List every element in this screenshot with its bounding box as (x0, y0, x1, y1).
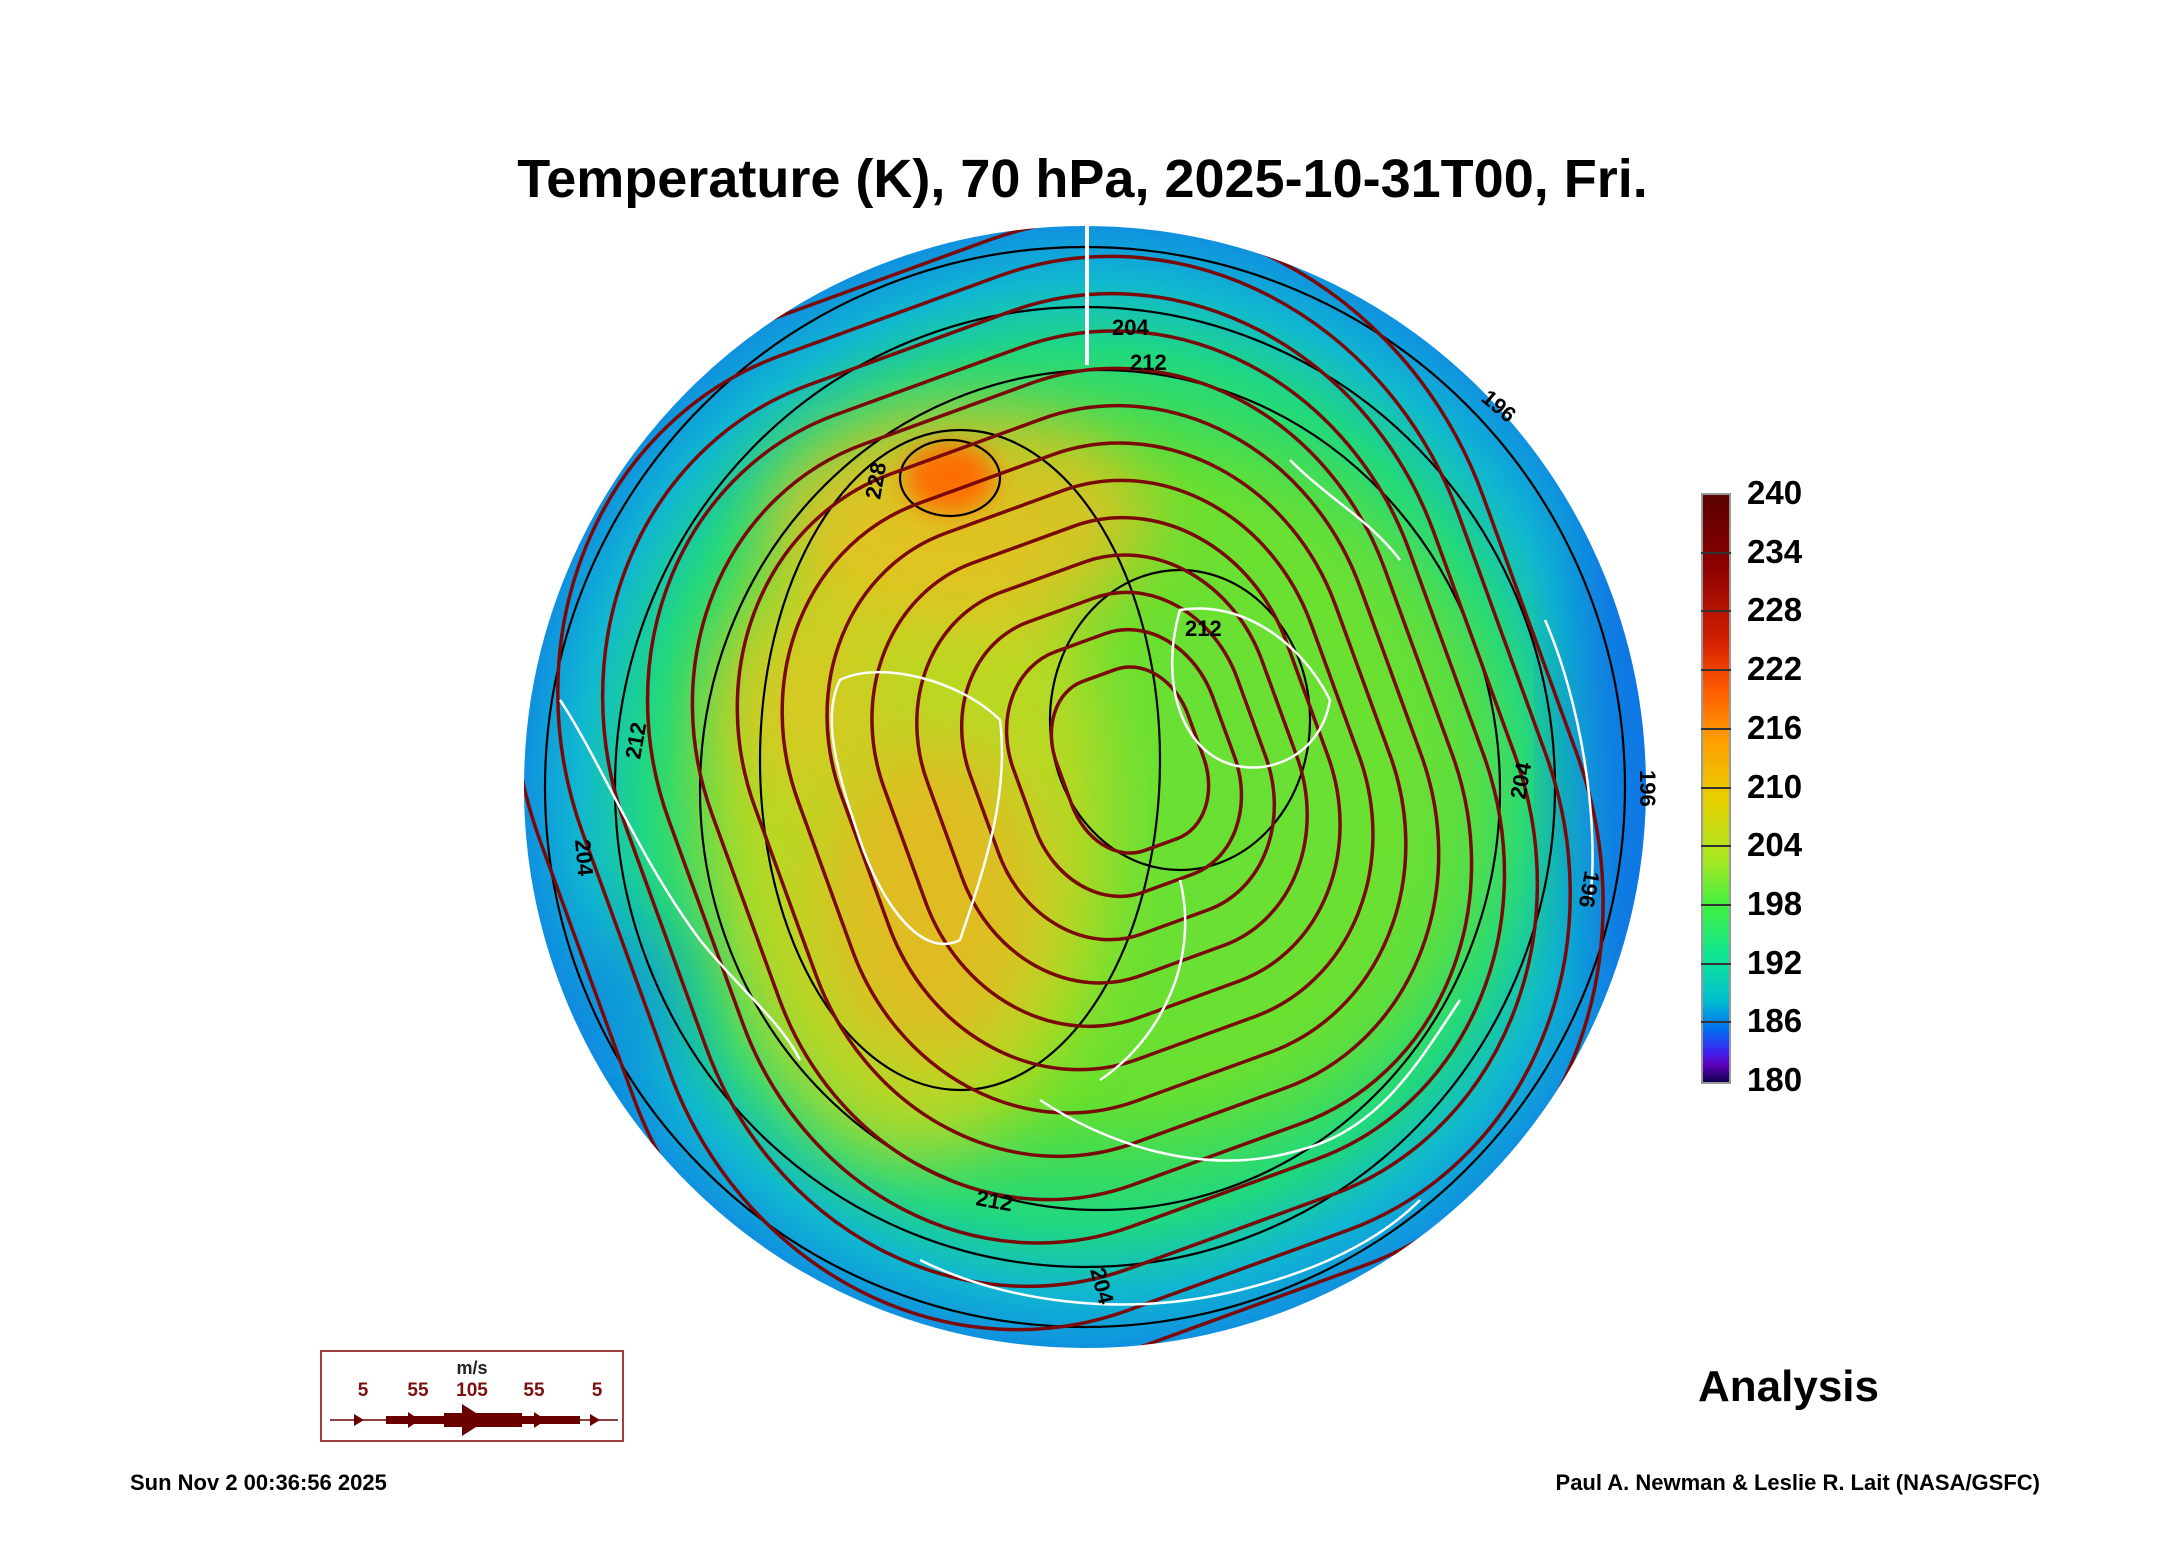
chart-title: Temperature (K), 70 hPa, 2025-10-31T00, … (517, 149, 1648, 209)
streamline (690, 366, 1474, 1202)
contour-label: 212 (1130, 350, 1167, 375)
colorbar-tick-label: 198 (1747, 884, 1803, 922)
streamline (556, 254, 1572, 1332)
generated-timestamp: Sun Nov 2 00:36:56 2025 (130, 1470, 387, 1495)
streamline (600, 291, 1540, 1289)
colorbar-tick-label: 180 (1747, 1061, 1803, 1098)
colorbar (1701, 493, 1731, 1084)
colorbar-tick (1701, 727, 1731, 730)
coastlines (558, 459, 1594, 1306)
colorbar-tick (1701, 962, 1731, 965)
wind-speed-legend: m/s 5 55 105 55 5 (320, 1350, 624, 1442)
wind-streamlines (523, 225, 1605, 1349)
streamline (523, 225, 1605, 1349)
colorbar-tick (1701, 1021, 1731, 1024)
streamline (959, 590, 1277, 942)
wind-legend-speed: 5 (357, 1380, 369, 1401)
analysis-label: Analysis (1698, 1362, 1879, 1411)
streamline (870, 515, 1342, 1029)
colorbar-tick-label: 192 (1747, 943, 1803, 981)
wind-legend-speed: 105 (456, 1380, 488, 1401)
contour-label: 204 (570, 838, 598, 878)
streamline (1049, 665, 1211, 855)
streamline (645, 329, 1507, 1245)
streamline (825, 478, 1375, 1072)
colorbar-tick-label: 186 (1747, 1002, 1803, 1040)
colorbar-tick-label: 222 (1747, 650, 1803, 688)
colorbar-tick-label: 228 (1747, 591, 1803, 629)
contour-line (1048, 568, 1312, 872)
colorbar-tick-label: 204 (1747, 826, 1803, 864)
colorbar-tick-label: 240 (1747, 474, 1803, 511)
streamline (780, 441, 1408, 1115)
contour-label: 196 (1635, 770, 1660, 807)
wind-legend-units: m/s (456, 1358, 488, 1378)
colorbar-tick-label: 216 (1747, 708, 1803, 746)
contour-line (898, 438, 1002, 518)
contour-line (758, 428, 1162, 1092)
contour-label: 212 (1185, 616, 1222, 641)
wind-legend-speed: 55 (523, 1380, 545, 1401)
colorbar-tick-label: 210 (1747, 767, 1803, 805)
wind-legend-speed: 5 (591, 1380, 603, 1401)
streamline (1004, 627, 1244, 899)
colorbar-tick (1701, 903, 1731, 906)
colorbar-tick (1701, 551, 1731, 554)
wind-legend-arrow (330, 1404, 618, 1436)
colorbar-tick (1701, 786, 1731, 789)
colorbar-tick (1701, 845, 1731, 848)
wind-legend-speed: 55 (407, 1380, 429, 1401)
streamline (735, 403, 1441, 1159)
colorbar-tick (1701, 669, 1731, 672)
contour-label: 204 (1112, 315, 1149, 340)
colorbar-tick-label: 234 (1747, 532, 1803, 570)
colorbar-tick (1701, 610, 1731, 613)
credit-text: Paul A. Newman & Leslie R. Lait (NASA/GS… (1555, 1470, 2040, 1495)
